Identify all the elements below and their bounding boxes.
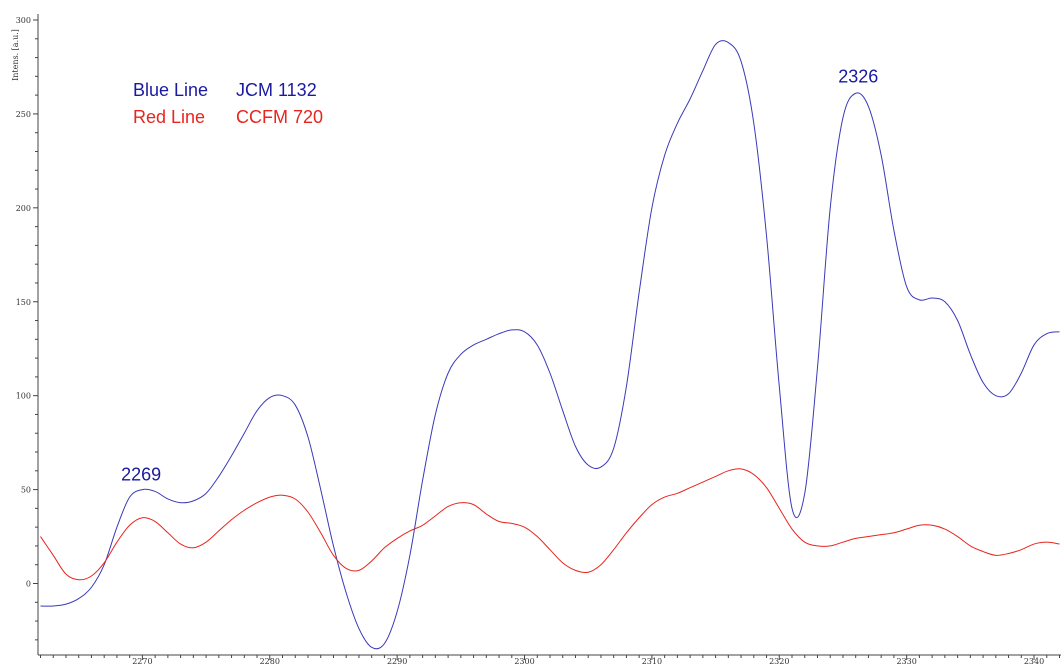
legend-red-id: CCFM 720 — [236, 107, 323, 127]
peak-label: 2326 — [838, 66, 878, 86]
x-tick-label: 2280 — [260, 657, 280, 666]
x-tick-label: 2310 — [642, 657, 662, 666]
peak-annotations: 2269 2326 — [121, 66, 878, 484]
x-tick-label: 2340 — [1024, 657, 1044, 666]
y-tick-label: 300 — [16, 16, 31, 25]
y-axis-title: Intens. [a.u.] — [11, 29, 20, 81]
y-tick-label: 200 — [16, 204, 31, 213]
y-tick-label: 150 — [16, 298, 31, 307]
y-axis: 0 50 100 150 200 250 300 — [16, 14, 39, 655]
x-tick-label: 2300 — [514, 657, 534, 666]
peak-label: 2269 — [121, 465, 161, 485]
y-tick-label: 0 — [26, 580, 31, 589]
series-line-blue — [40, 40, 1060, 650]
legend-red-label: Red Line — [133, 107, 205, 127]
x-tick-label: 2320 — [769, 657, 789, 666]
x-tick-label: 2270 — [132, 657, 152, 666]
x-tick-label: 2290 — [387, 657, 407, 666]
legend: Blue Line JCM 1132 Red Line CCFM 720 — [133, 80, 323, 127]
y-tick-label: 50 — [21, 486, 31, 495]
x-axis: 2270 2280 2290 2300 2310 2320 2330 2340 — [38, 654, 1061, 666]
series-line-red — [40, 468, 1060, 581]
y-tick-label: 100 — [16, 392, 31, 401]
legend-blue-id: JCM 1132 — [236, 80, 317, 100]
series-layer — [40, 40, 1060, 650]
y-tick-label: 250 — [16, 110, 31, 119]
x-tick-label: 2330 — [896, 657, 916, 666]
legend-blue-label: Blue Line — [133, 80, 208, 100]
